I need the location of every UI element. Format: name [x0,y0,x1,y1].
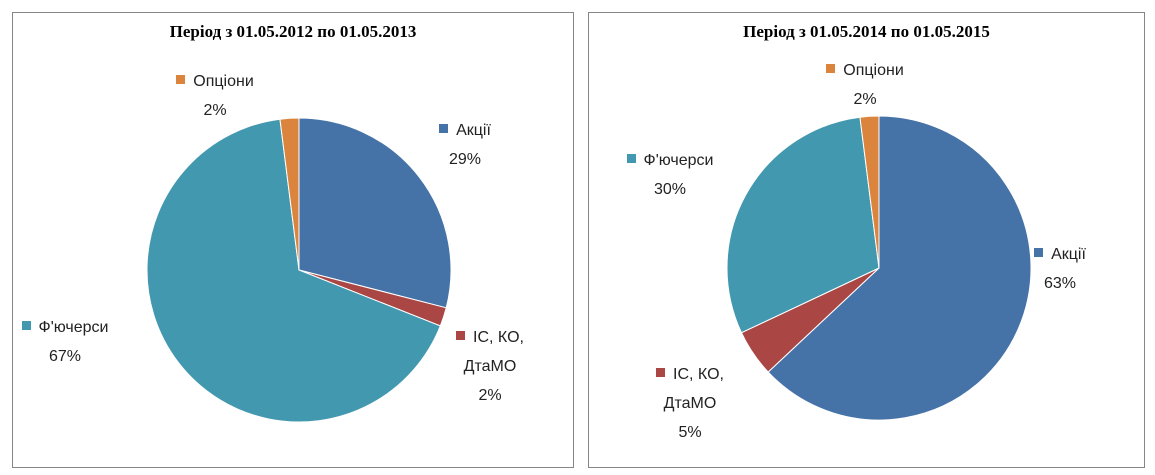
category-label: ІС, КО, ДтаМО [463,329,524,375]
legend-swatch [456,331,466,340]
legend-swatch [439,124,449,133]
category-label: Опціони [193,73,254,90]
category-label: Опціони [843,62,904,79]
data-label: Опціони 2% [150,67,280,125]
value-label: 2% [853,91,877,108]
data-label: Акції 29% [415,116,515,174]
chart-panel [588,12,1145,468]
data-label: Ф'ючерси 30% [610,146,730,204]
data-label: ІС, КО, ДтаМО 2% [430,323,550,410]
pie-slice [298,117,452,309]
value-label: 30% [653,181,687,198]
data-label: Акції 63% [1010,240,1110,298]
chart-panel [12,12,574,468]
value-label: 2% [478,387,502,404]
category-label: Ф'ючерси [38,319,109,336]
legend-swatch [626,154,636,163]
category-label: Ф'ючерси [643,152,714,169]
legend-swatch [826,64,836,73]
legend-swatch [21,321,31,330]
data-label: Опціони 2% [800,56,930,114]
chart-title: Період з 01.05.2012 по 01.05.2013 [169,22,417,41]
pie-slice [726,116,880,334]
pie-slice [279,117,300,271]
legend-swatch [656,368,666,377]
chart-title: Період з 01.05.2014 по 01.05.2015 [743,22,990,41]
legend-swatch [1034,248,1044,257]
category-label: Акції [456,122,491,139]
pie-slice [767,115,1032,421]
value-label: 29% [448,151,482,168]
pie-slice [859,115,880,269]
value-label: 63% [1043,275,1077,292]
value-label: 67% [48,348,82,365]
pie-slice [146,118,441,423]
value-label: 2% [203,102,227,119]
value-label: 5% [678,424,702,441]
legend-swatch [176,75,186,84]
data-label: ІС, КО, ДтаМО 5% [630,360,750,447]
category-label: ІС, КО, ДтаМО [663,366,724,412]
category-label: Акції [1051,246,1086,263]
data-label: Ф'ючерси 67% [10,313,120,371]
